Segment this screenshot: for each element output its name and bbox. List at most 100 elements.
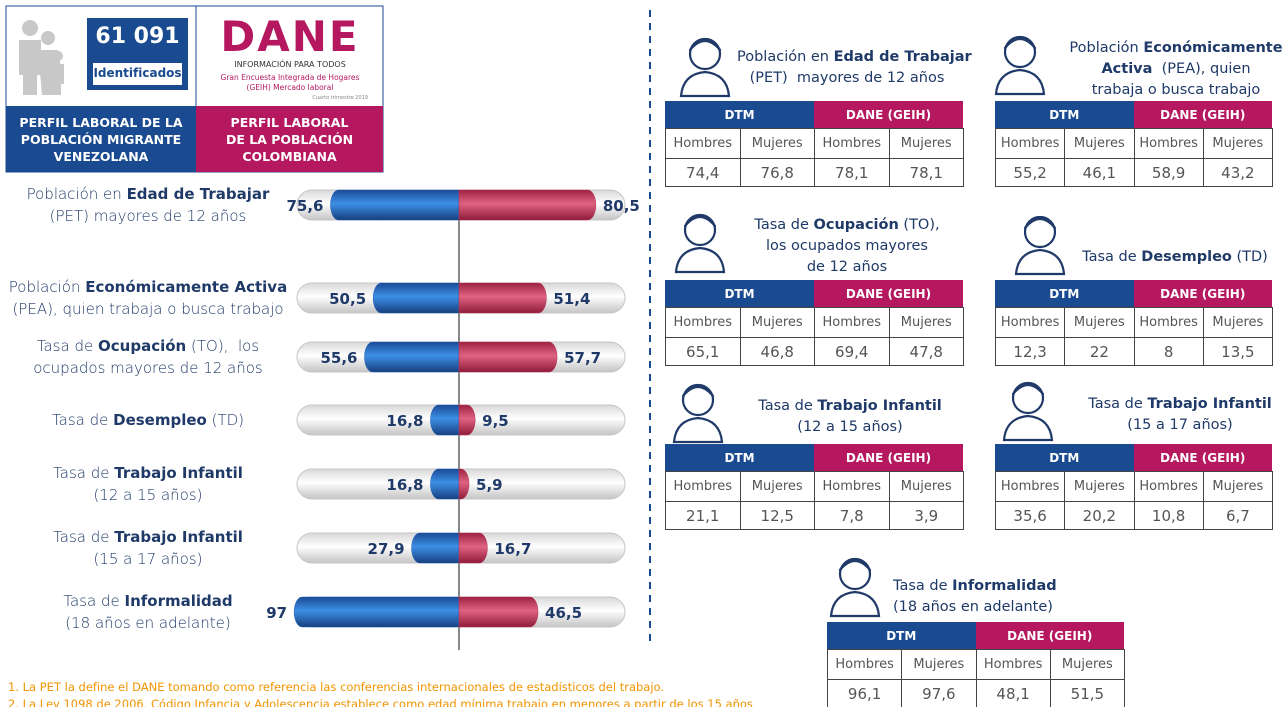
text: ocupados mayores de 12 años (33, 359, 263, 377)
icon-head (688, 37, 722, 71)
group-header: DANE (GEIH) (814, 444, 963, 471)
text-line: Tasa de Trabajo Infantil (740, 396, 960, 417)
table-cell: 76,8 (739, 158, 815, 187)
column-header: Mujeres (1202, 307, 1273, 338)
bar (430, 404, 460, 436)
icon-head (683, 213, 717, 247)
table-cell: 55,2 (995, 158, 1066, 187)
text-line: (PET) mayores de 12 años (0, 205, 296, 227)
group-header: DANE (GEIH) (1133, 101, 1272, 128)
text: Tasa de (1082, 249, 1142, 265)
table-cell: 7,8 (814, 501, 890, 530)
text-line: Tasa de Desempleo (TD) (1065, 247, 1285, 268)
category-label: Tasa de Ocupación (TO), los ocupados mayo… (0, 335, 296, 379)
column-header: Hombres (995, 128, 1066, 159)
left-title: PERFIL LABORAL DE LA POBLACIÓN MIGRANTE … (6, 114, 196, 165)
category-label: Tasa de Trabajo Infantil (12 a 15 años) (0, 462, 296, 506)
text-line: los ocupados mayores (737, 236, 957, 257)
icon-head (1011, 381, 1045, 415)
column-header: Mujeres (739, 128, 815, 159)
text-line: (PEA), quien trabaja o busca trabajo (0, 298, 296, 320)
text-line: Población en Edad de Trabajar (0, 183, 296, 205)
bold-text: Informalidad (952, 578, 1057, 594)
footnote: 2. La Ley 1098 de 2006, Código Infancia … (8, 697, 753, 707)
text: (TD) (1231, 249, 1268, 265)
table-title: Tasa de Trabajo Infantil (15 a 17 años) (1070, 394, 1288, 436)
icon (1014, 215, 1066, 276)
text-line: Población en Edad de Trabajar (737, 47, 972, 68)
column-header: Mujeres (888, 128, 964, 159)
bar (364, 341, 460, 373)
text-line: (15 a 17 años) (1070, 415, 1288, 436)
category-label: Tasa de Desempleo (TD) (0, 409, 296, 431)
group-header: DTM (665, 280, 814, 307)
value-label: 80,5 (603, 197, 640, 215)
bar (430, 468, 460, 500)
logo: DANE (220, 12, 360, 61)
bold-text: Desempleo (1141, 249, 1232, 265)
column-header: Mujeres (739, 471, 815, 502)
table-cell: 65,1 (665, 337, 741, 366)
text: Tasa de (754, 217, 814, 233)
group-header: DTM (995, 280, 1134, 307)
value-label: 9,5 (482, 412, 509, 430)
table-cell: 51,5 (1049, 679, 1125, 707)
category-label: Población Económicamente Activa (PEA), qu… (0, 276, 296, 320)
column-header: Mujeres (1049, 649, 1125, 680)
group-header: DTM (827, 622, 976, 649)
table-cell: 3,9 (888, 501, 964, 530)
text: (12 a 15 años) (93, 486, 203, 504)
footnote: 1. La PET la define el DANE tomando como… (8, 680, 665, 694)
survey-line: Gran Encuesta Integrada de Hogares (220, 73, 360, 82)
icon-hair (683, 215, 717, 228)
value-label: 57,7 (564, 349, 601, 367)
group-header: DTM (665, 444, 814, 471)
value-label: 27,9 (368, 540, 405, 558)
text-line: (12 a 15 años) (0, 484, 296, 506)
group-header: DTM (665, 101, 814, 128)
value-label: 75,6 (286, 197, 323, 215)
text-line: Activa (PEA), quien (1066, 59, 1286, 80)
icon-hair (681, 385, 715, 398)
survey-line: (GEIH) Mercado laboral (246, 83, 334, 92)
icon-head (1023, 215, 1057, 249)
left-title-box (6, 106, 196, 172)
group-header: DTM (995, 101, 1134, 128)
value-label: 51,4 (553, 290, 590, 308)
icon-hair (1023, 217, 1057, 230)
icon-body (994, 68, 1046, 96)
bar (458, 532, 488, 564)
bold-text: Ocupación (813, 217, 899, 233)
text-line: (12 a 15 años) (740, 417, 960, 438)
group-header: DANE (GEIH) (975, 622, 1124, 649)
table-cell: 58,9 (1133, 158, 1204, 187)
bold-text: Activa (1101, 61, 1153, 77)
text: Tasa de (53, 528, 115, 546)
text: (18 años en adelante) (65, 614, 231, 632)
value-label: 50,5 (329, 290, 366, 308)
text-line: Tasa de Ocupación (TO), (737, 215, 957, 236)
icon (672, 383, 724, 444)
column-header: Hombres (814, 128, 890, 159)
bold-text: Trabajo Infantil (114, 464, 243, 482)
column-header: Hombres (665, 128, 741, 159)
column-header: Hombres (1133, 128, 1204, 159)
table-cell: 43,2 (1202, 158, 1273, 187)
text: (TO), (898, 217, 940, 233)
table-cell: 21,1 (665, 501, 741, 530)
icon-hair (1003, 37, 1037, 50)
icon-head (1003, 35, 1037, 69)
bold-text: Edad de Trabajar (126, 185, 270, 203)
value-label: 5,9 (476, 476, 503, 494)
text-line: Tasa de Informalidad (0, 590, 296, 612)
text: (18 años en adelante) (893, 599, 1053, 615)
text: Tasa de (758, 398, 818, 414)
bold-text: Trabajo Infantil (817, 398, 942, 414)
table-title: Tasa de Ocupación (TO), los ocupados mayo… (737, 215, 957, 278)
value-label: 55,6 (320, 349, 357, 367)
logo-tagline: INFORMACIÓN PARA TODOS (234, 60, 346, 69)
column-header: Mujeres (901, 649, 977, 680)
text-line: Tasa de Ocupación (TO), los (0, 335, 296, 357)
text-line: Tasa de Trabajo Infantil (0, 462, 296, 484)
